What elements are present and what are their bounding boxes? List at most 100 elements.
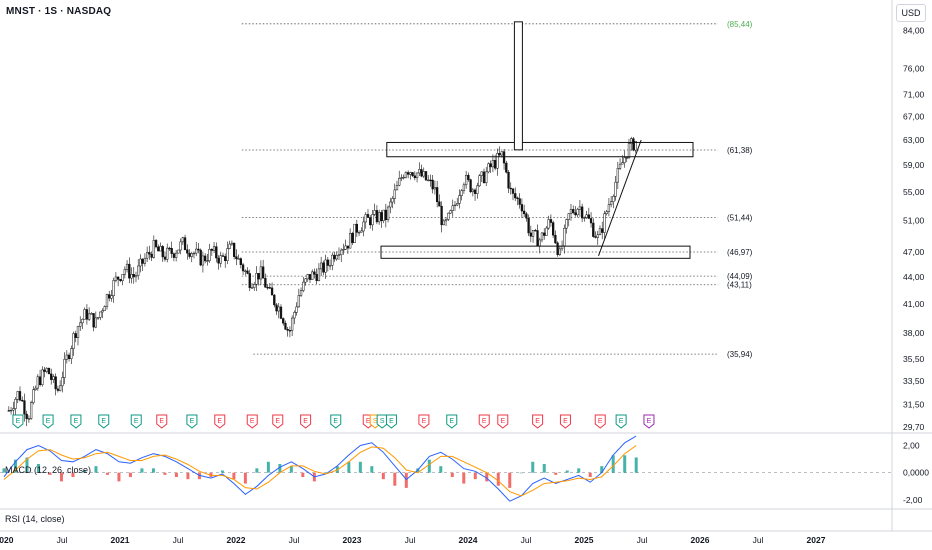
price-tick-label: 55,00 — [903, 187, 925, 197]
macd-histogram-bar — [36, 463, 40, 473]
marker-label: E — [535, 418, 540, 425]
time-tick-label: Jul — [57, 535, 68, 545]
candle-body — [257, 273, 260, 280]
candle-body — [63, 358, 66, 378]
marker-label: E — [303, 418, 308, 425]
candle-body — [462, 184, 466, 191]
candle-body — [362, 221, 365, 232]
candle-body — [161, 246, 164, 258]
candle-body — [346, 245, 350, 249]
candle-body — [411, 172, 414, 177]
currency-button[interactable]: USD — [896, 4, 926, 22]
candle-body — [295, 306, 298, 313]
candle — [551, 220, 555, 239]
candle-body — [61, 377, 64, 387]
candle-body — [219, 255, 222, 264]
candle-body — [177, 249, 180, 254]
candle-body — [449, 210, 452, 214]
candle — [101, 308, 104, 319]
candle-body — [415, 172, 419, 179]
candle-body — [139, 258, 142, 267]
candle-body — [150, 253, 153, 258]
candle-body — [558, 248, 561, 255]
price-tick-label: 76,00 — [903, 63, 925, 73]
candle-body — [67, 354, 71, 360]
candle-body — [607, 204, 611, 212]
candle — [478, 173, 481, 187]
time-tick-label: 2023 — [343, 535, 362, 545]
candle — [618, 158, 622, 171]
candle — [482, 168, 486, 184]
candle — [509, 182, 512, 195]
candle — [554, 230, 557, 245]
macd-histogram-bar — [485, 472, 489, 482]
marker-shape — [42, 414, 54, 429]
candle-body — [206, 260, 209, 262]
candle-body — [250, 287, 254, 289]
candle-body — [32, 389, 35, 403]
time-tick-label: Jul — [637, 535, 648, 545]
candle-body — [12, 408, 15, 411]
candle-body — [473, 189, 477, 194]
candle — [409, 171, 412, 180]
candle — [545, 225, 548, 236]
time-tick-label: 2020 — [0, 535, 14, 545]
macd-histogram-bar — [393, 472, 397, 486]
macd-histogram-bar — [220, 470, 224, 473]
candle-body — [580, 206, 584, 219]
price-tick-label: 51,00 — [903, 216, 925, 226]
candle — [384, 203, 387, 228]
candle — [612, 194, 615, 209]
macd-histogram-bar — [140, 468, 144, 473]
candle — [480, 171, 483, 182]
macd-histogram-bar — [289, 466, 293, 473]
macd-histogram-bar — [381, 472, 385, 480]
marker-shape — [246, 414, 258, 429]
candle-body — [527, 217, 530, 234]
macd-histogram-bar — [611, 455, 615, 473]
candle — [592, 218, 595, 238]
candle-body — [522, 210, 526, 215]
candle — [148, 245, 151, 260]
candle — [525, 211, 528, 222]
macd-histogram-bar — [117, 472, 121, 482]
time-tick-label: Jul — [405, 535, 416, 545]
macd-pane: 2,00 0,0000 -2,00 — [0, 435, 929, 505]
earnings-marker: E — [497, 414, 509, 429]
candle-body — [605, 211, 608, 214]
marker-label: E — [74, 418, 79, 425]
marker-shape — [418, 414, 430, 429]
candle — [630, 136, 633, 151]
marker-label: E — [190, 418, 195, 425]
candle — [12, 401, 15, 415]
candle-body — [587, 214, 590, 219]
pattern-drawings — [380, 21, 694, 259]
candle-body — [201, 255, 205, 266]
marker-shape — [615, 414, 627, 429]
candle-body — [386, 206, 390, 220]
candle-body — [456, 203, 459, 206]
candle — [32, 386, 35, 405]
candle — [346, 245, 350, 254]
candle-body — [453, 204, 457, 207]
candle — [625, 157, 628, 163]
candle-body — [319, 262, 323, 270]
candle — [440, 201, 443, 233]
candle-body — [373, 210, 376, 215]
candle-body — [87, 313, 91, 320]
candle — [556, 241, 559, 257]
candle — [471, 187, 474, 197]
candle-body — [469, 179, 472, 193]
price-level-label: (61,38) — [727, 146, 753, 155]
candle-body — [594, 236, 597, 238]
macd-histogram-bar — [59, 472, 63, 482]
macd-histogram-bar — [48, 472, 52, 475]
macd-histogram-bar — [519, 472, 523, 474]
candle-body — [50, 373, 53, 380]
candle — [217, 255, 220, 270]
candle — [239, 257, 242, 269]
split-marker: S — [376, 414, 388, 429]
candle — [215, 242, 218, 263]
